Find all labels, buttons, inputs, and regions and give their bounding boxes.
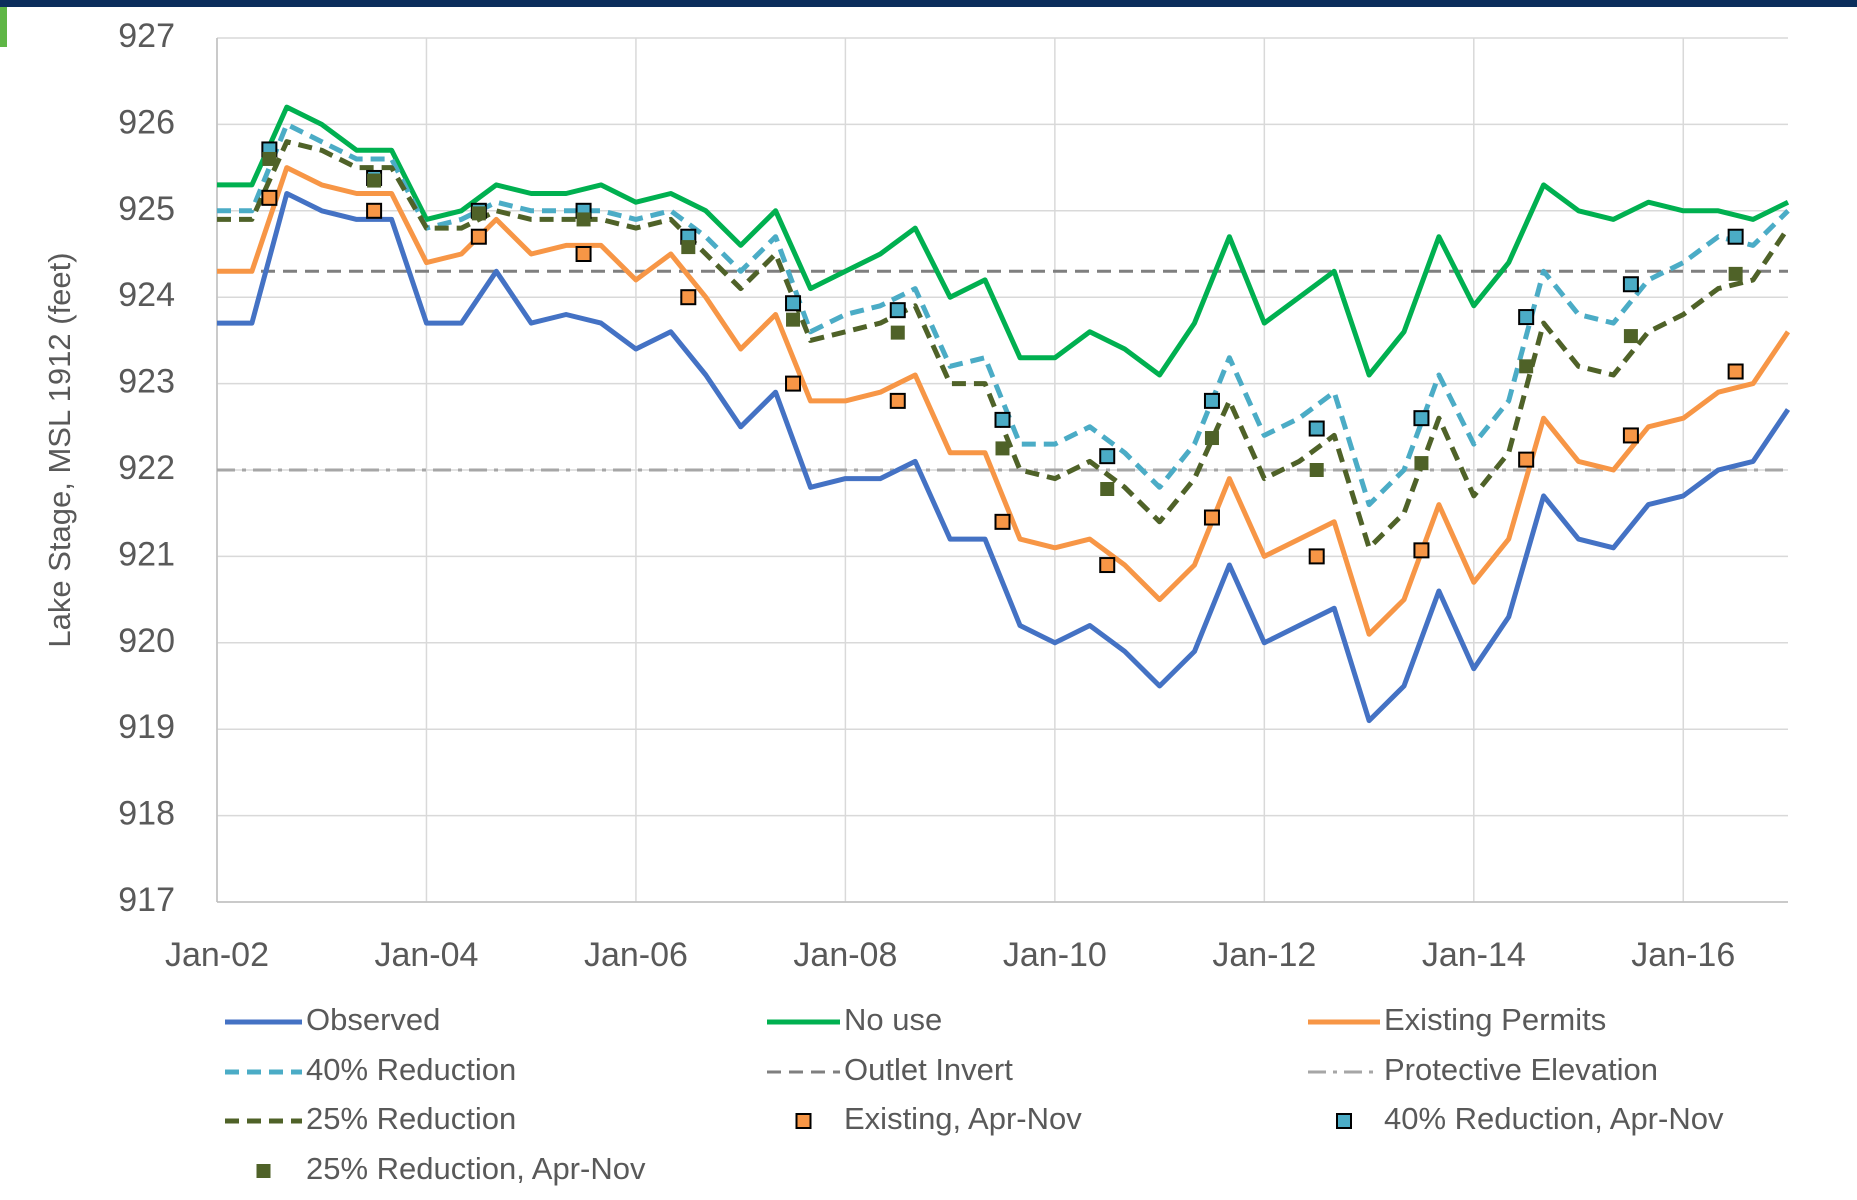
marker — [1622, 276, 1639, 293]
marker — [785, 295, 802, 312]
top-bar — [0, 0, 1857, 7]
marker — [995, 441, 1010, 456]
y-tick-label: 920 — [118, 622, 175, 660]
y-tick-label: 925 — [118, 190, 175, 228]
marker — [1623, 329, 1638, 344]
x-tick-label: Jan-14 — [1422, 936, 1526, 974]
legend-label: Existing, Apr-Nov — [844, 1101, 1082, 1136]
data-line — [217, 121, 1790, 508]
marker — [1518, 451, 1535, 468]
marker — [1099, 557, 1116, 574]
legend-label: 40% Reduction, Apr-Nov — [1384, 1101, 1724, 1136]
marker — [889, 392, 906, 409]
legend-label: 25% Reduction — [306, 1101, 516, 1136]
marker — [994, 411, 1011, 428]
marker — [1728, 266, 1743, 281]
marker — [366, 202, 383, 219]
marker — [1413, 410, 1430, 427]
marker — [1099, 448, 1116, 465]
legend-label: Outlet Invert — [844, 1052, 1013, 1087]
data-line — [217, 139, 1791, 551]
legend-swatch — [1336, 1113, 1352, 1129]
marker — [994, 513, 1011, 530]
legend-label: Existing Permits — [1384, 1002, 1606, 1037]
x-tick-label: Jan-04 — [374, 936, 478, 974]
marker — [261, 189, 278, 206]
y-tick-label: 927 — [118, 17, 175, 55]
marker — [262, 151, 277, 166]
x-tick-label: Jan-08 — [793, 936, 897, 974]
y-axis-label: Lake Stage, MSL 1912 (feet) — [42, 252, 77, 647]
marker — [1727, 363, 1744, 380]
marker — [1518, 309, 1535, 326]
marker — [1622, 427, 1639, 444]
data-line — [217, 191, 1791, 724]
marker — [575, 246, 592, 262]
marker — [1203, 392, 1220, 409]
data-line — [217, 165, 1791, 637]
y-tick-label: 917 — [118, 881, 175, 919]
marker — [889, 302, 906, 319]
y-tick-label: 924 — [118, 276, 175, 314]
x-tick-label: Jan-10 — [1003, 936, 1107, 974]
legend-label: No use — [844, 1002, 942, 1037]
marker — [681, 240, 696, 255]
x-tick-label: Jan-16 — [1631, 936, 1735, 974]
marker — [1414, 456, 1429, 471]
accent-strip — [0, 7, 7, 47]
marker — [1308, 420, 1325, 437]
marker — [1309, 463, 1324, 477]
marker — [576, 212, 591, 227]
marker — [470, 228, 487, 245]
marker — [890, 325, 905, 340]
y-tick-label: 926 — [118, 103, 175, 141]
marker — [1413, 542, 1430, 559]
legend-label: 40% Reduction — [306, 1052, 516, 1087]
marker — [785, 375, 802, 392]
y-tick-label: 918 — [118, 795, 175, 833]
x-tick-label: Jan-02 — [165, 936, 269, 974]
legend-swatch — [256, 1164, 271, 1178]
y-tick-label: 921 — [118, 535, 175, 573]
legend-swatch — [795, 1113, 812, 1129]
y-tick-label: 923 — [118, 363, 175, 401]
marker — [1519, 359, 1534, 374]
marker — [680, 289, 697, 306]
y-tick-label: 922 — [118, 449, 175, 487]
marker — [1204, 431, 1219, 446]
marker — [1100, 482, 1115, 497]
marker — [1727, 228, 1744, 245]
marker — [367, 173, 382, 188]
x-tick-label: Jan-12 — [1212, 936, 1316, 974]
x-tick-label: Jan-06 — [584, 936, 688, 974]
marker — [1203, 509, 1220, 526]
legend-label: Observed — [306, 1002, 440, 1037]
marker — [1308, 548, 1325, 565]
legend-label: 25% Reduction, Apr-Nov — [306, 1151, 646, 1186]
legend-label: Protective Elevation — [1384, 1052, 1658, 1087]
y-tick-label: 919 — [118, 708, 175, 746]
marker — [786, 312, 801, 327]
marker — [471, 206, 486, 221]
data-line — [217, 104, 1790, 378]
